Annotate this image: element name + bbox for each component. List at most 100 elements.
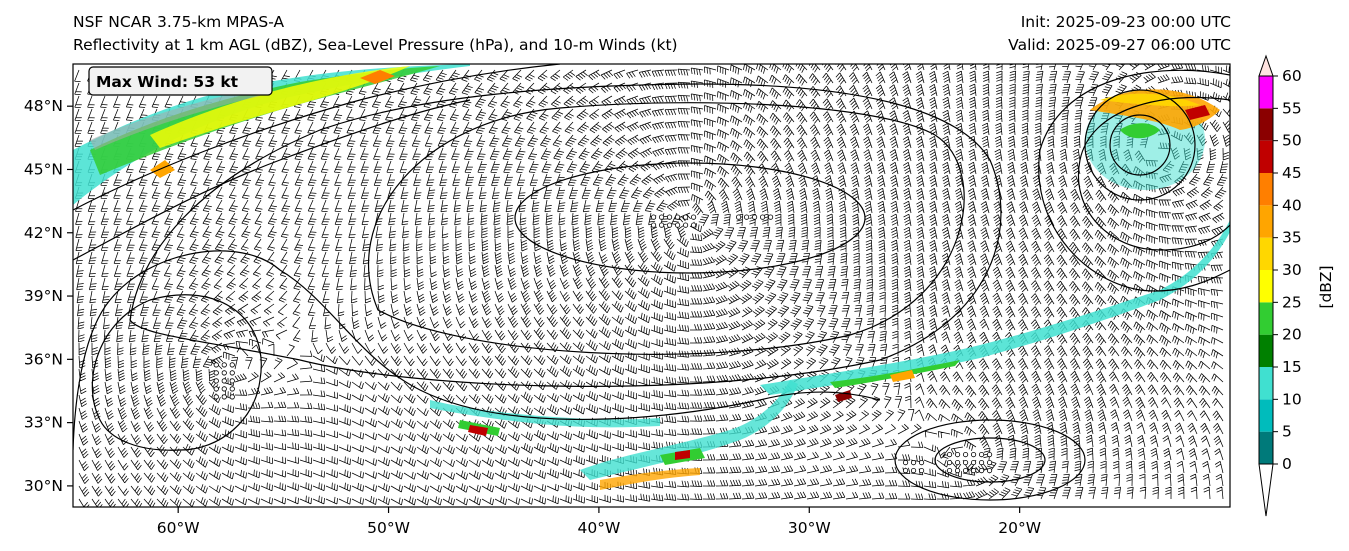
calm-wind-circle	[221, 394, 227, 400]
colorbar-bin	[1259, 140, 1273, 173]
calm-wind-circle	[910, 467, 917, 474]
calm-wind-circle	[978, 467, 985, 474]
calm-wind-circle	[221, 370, 227, 376]
calm-wind-circle	[229, 386, 235, 392]
high-contour-1	[514, 162, 866, 274]
calm-wind-circle	[970, 467, 977, 474]
lat-tick-label: 36°N	[24, 350, 63, 368]
colorbar: 0 5 10 15 20 25 30 35 40 45 50 55 60 [dBZ]	[1258, 54, 1335, 517]
colorbar-bins	[1258, 54, 1274, 517]
north-contour-1	[73, 64, 561, 211]
colorbar-bin	[1259, 237, 1273, 270]
lon-tick-label: 50°W	[367, 519, 410, 537]
colorbar-bin	[1259, 399, 1273, 432]
calm-wind-circle	[918, 467, 925, 474]
colorbar-ticks: 0 5 10 15 20 25 30 35 40 45 50 55 60	[1273, 67, 1302, 473]
lat-tick-label: 48°N	[24, 97, 63, 115]
calm-wind-circle	[946, 467, 953, 474]
lat-tick-label: 42°N	[24, 224, 63, 242]
lat-tick-label: 39°N	[24, 287, 63, 305]
colorbar-tick-label: 55	[1282, 99, 1302, 117]
calm-wind-circle	[978, 459, 985, 466]
se-high-contour-2	[934, 437, 1046, 483]
calm-wind-circle	[970, 451, 977, 458]
map-frame	[72, 63, 1231, 508]
colorbar-tick-label: 30	[1282, 261, 1302, 279]
calm-wind-circle	[690, 222, 697, 228]
calm-wind-circle	[735, 214, 742, 220]
colorbar-bin	[1259, 270, 1273, 303]
model-title: NSF NCAR 3.75-km MPAS-A	[73, 13, 285, 31]
reflectivity-east-front	[760, 220, 1230, 402]
calm-wind-circle	[962, 467, 969, 474]
map-background	[73, 64, 1230, 507]
colorbar-label: [dBZ]	[1317, 265, 1335, 308]
lat-tick-label: 30°N	[24, 477, 63, 495]
calm-wind-circle	[751, 214, 758, 220]
lon-tick-label: 30°W	[788, 519, 831, 537]
calm-wind-circle	[918, 459, 925, 466]
calm-wind-circle	[229, 370, 235, 376]
calm-wind-circle	[986, 459, 993, 466]
calm-wind-circle	[666, 222, 673, 228]
init-time: Init: 2025-09-23 00:00 UTC	[1020, 13, 1231, 31]
calm-wind-circle	[221, 386, 227, 392]
calm-wind-circle	[666, 214, 673, 220]
max-wind-badge: Max Wind: 53 kt	[88, 66, 273, 96]
calm-wind-circle	[229, 378, 235, 384]
low-ring-4	[1077, 96, 1230, 251]
calm-wind-circle	[682, 214, 689, 220]
calm-wind-circle	[682, 222, 689, 228]
high-contour-3	[129, 83, 1002, 387]
calm-wind-circle	[910, 459, 917, 466]
calm-wind-circle	[650, 222, 657, 228]
calm-wind-circle	[658, 222, 665, 228]
calm-wind-markers	[213, 214, 993, 474]
lat-tick-label: 45°N	[24, 160, 63, 178]
calm-wind-circle	[221, 362, 227, 368]
max-wind-badge-box	[88, 66, 273, 96]
colorbar-bin	[1259, 173, 1273, 206]
calm-wind-circle	[674, 214, 681, 220]
colorbar-bin	[1259, 367, 1273, 400]
calm-wind-circle	[650, 214, 657, 220]
calm-wind-circle	[954, 451, 961, 458]
lat-tick-label: 33°N	[24, 414, 63, 432]
calm-wind-circle	[986, 467, 993, 474]
calm-wind-circle	[213, 394, 219, 400]
calm-wind-circle	[986, 451, 993, 458]
colorbar-tick-label: 45	[1282, 164, 1302, 182]
colorbar-tick-label: 0	[1282, 455, 1292, 473]
calm-wind-circle	[674, 222, 681, 228]
calm-wind-circle	[946, 459, 953, 466]
calm-wind-circle	[213, 362, 219, 368]
calm-wind-circle	[954, 459, 961, 466]
calm-wind-circle	[743, 214, 750, 220]
calm-wind-circle	[213, 370, 219, 376]
calm-wind-circle	[962, 451, 969, 458]
colorbar-upper-extension	[1258, 54, 1274, 77]
wind-barb-field	[74, 64, 1230, 507]
colorbar-bin	[1259, 334, 1273, 367]
colorbar-bin	[1259, 76, 1273, 109]
lon-tick-label: 40°W	[578, 519, 621, 537]
calm-wind-circle	[767, 214, 774, 220]
calm-wind-circle	[229, 394, 235, 400]
colorbar-tick-label: 5	[1282, 423, 1292, 441]
colorbar-bin	[1259, 205, 1273, 238]
valid-time: Valid: 2025-09-27 06:00 UTC	[1008, 36, 1231, 54]
colorbar-tick-label: 60	[1282, 67, 1302, 85]
calm-wind-circle	[213, 378, 219, 384]
calm-wind-circle	[759, 214, 766, 220]
lon-tick-label: 60°W	[157, 519, 200, 537]
calm-wind-circle	[962, 459, 969, 466]
colorbar-tick-label: 35	[1282, 229, 1302, 247]
latitude-axis: 30°N 33°N 36°N 39°N 42°N 45°N 48°N	[24, 97, 73, 495]
high-contour-2	[368, 102, 965, 355]
calm-wind-circle	[658, 214, 665, 220]
colorbar-tick-label: 10	[1282, 390, 1302, 408]
low-ring-3	[1038, 69, 1230, 292]
colorbar-lower-extension	[1258, 463, 1274, 517]
calm-wind-circle	[978, 451, 985, 458]
